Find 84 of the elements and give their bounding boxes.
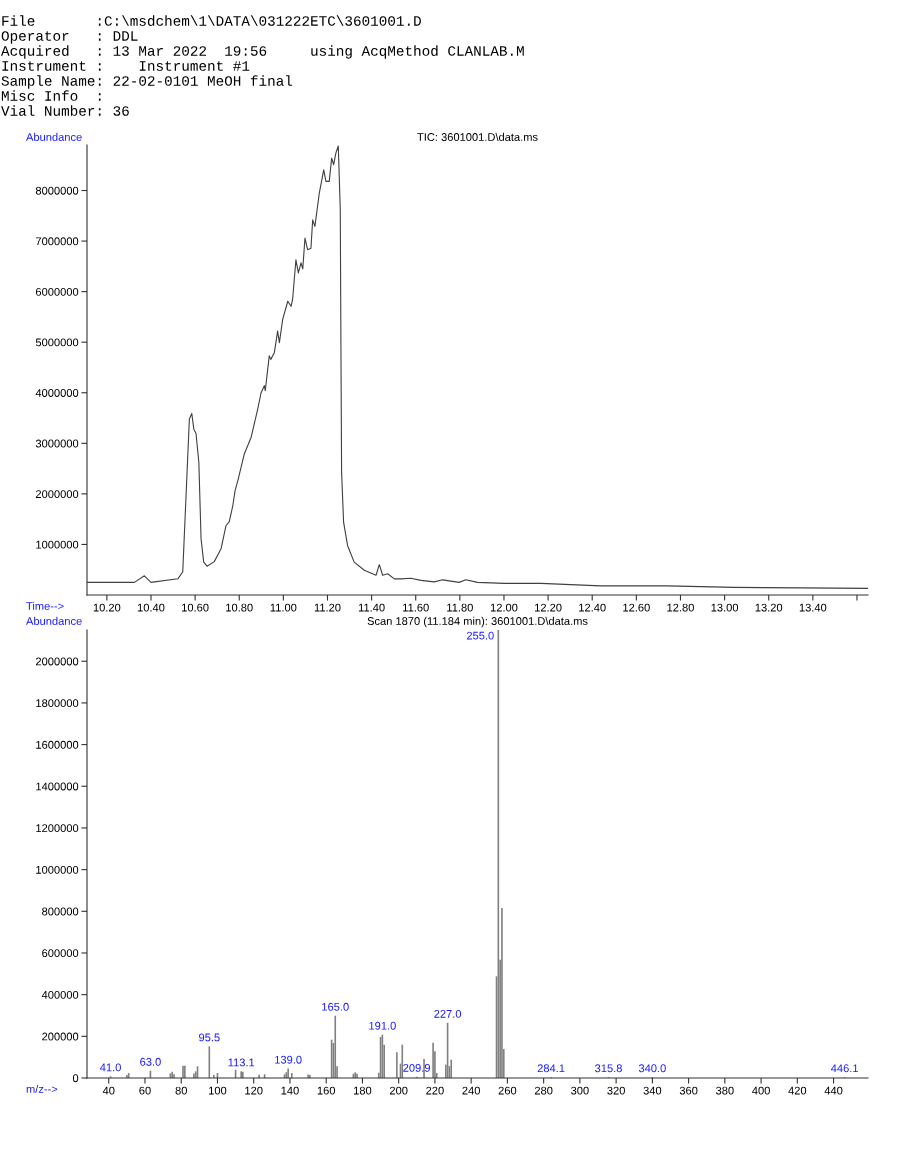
annotation: 165.0 [322,1002,349,1011]
x-tick-label: 320 [607,1086,625,1095]
annotation: 255.0 [466,631,494,640]
y-tick-label: 8000000 [35,186,79,195]
x-tick-label: 10.60 [182,603,209,612]
x-tick-label: 12.60 [623,603,650,612]
y-tick-label: 6000000 [35,287,79,296]
x-tick-label: 340 [643,1086,662,1095]
y-tick-label: 4000000 [35,389,79,397]
text: Acquired : 13 Mar 2022 19:56 using AcqMethod CLANLAB.M [1,45,524,59]
x-axis-title: Time--> [26,601,64,610]
y-tick-label: 1800000 [36,699,79,708]
x-tick-label: 400 [752,1086,770,1095]
annotation: 63.0 [140,1057,161,1066]
y-tick-label: 800000 [42,907,79,916]
text: Sample Name: 22-02-0101 MeOH final [1,75,293,89]
x-tick-label: 440 [824,1086,843,1095]
annotation: 191.0 [369,1021,396,1030]
x-axis-title: m/z--> [26,1084,58,1093]
y-tick-label: 0 [72,1074,79,1083]
y-tick-label: 7000000 [35,237,79,246]
x-tick-label: 160 [317,1086,336,1095]
text: File :C:\msdchem\1\DATA\031222ETC\3601001.D [2,15,421,26]
annotation: 139.0 [275,1055,302,1064]
x-tick-label: 12.20 [535,603,562,612]
annotation: 95.5 [199,1033,220,1042]
x-tick-label: 260 [498,1086,517,1095]
x-tick-label: 380 [716,1086,734,1095]
x-tick-label: 11.60 [403,603,429,612]
text: Misc Info : [1,90,101,101]
y-tick-label: 3000000 [35,439,79,448]
annotation: 315.8 [595,1064,622,1073]
x-tick-label: 240 [462,1086,480,1095]
x-tick-label: 420 [788,1086,807,1095]
x-tick-label: 200 [389,1086,408,1095]
chart-title: TIC: 3601001.D\data.ms [417,132,538,141]
x-tick-label: 13.00 [711,603,739,612]
y-tick-label: 5000000 [35,338,79,347]
x-tick-label: 12.00 [490,603,518,612]
x-tick-label: 100 [209,1086,227,1095]
chart-title: Scan 1870 (11.184 min): 3601001.D\data.ms [367,616,588,628]
text: Operator : DDL [1,31,138,44]
annotation: 284.1 [537,1064,565,1073]
x-tick-label: 10.40 [137,603,165,612]
y-tick-label: 200000 [42,1032,79,1041]
x-tick-label: 13.20 [755,603,783,612]
x-tick-label: 11.20 [314,603,341,612]
x-tick-label: 11.00 [270,603,297,612]
annotation: 340.0 [638,1064,666,1073]
y-axis-title: Abundance [26,132,82,141]
x-tick-label: 13.40 [799,603,827,612]
x-tick-label: 40 [102,1086,115,1095]
y-tick-label: 1000000 [36,540,79,549]
y-tick-label: 1600000 [36,740,79,749]
annotation: 113.1 [228,1058,255,1067]
y-axis-title: Abundance [26,616,82,625]
x-tick-label: 11.80 [447,603,473,612]
x-tick-label: 80 [175,1086,187,1095]
x-tick-label: 60 [139,1086,151,1095]
x-tick-label: 10.20 [93,603,121,612]
x-tick-label: 220 [426,1086,444,1095]
x-tick-label: 120 [245,1086,263,1095]
x-tick-label: 280 [534,1086,553,1095]
text: Instrument : Instrument #1 [2,61,250,71]
annotation: 209.9 [403,1063,430,1072]
x-tick-label: 10.80 [226,603,253,612]
y-tick-label: 2000000 [35,657,79,666]
x-tick-label: 12.40 [579,603,606,612]
x-tick-label: 11.40 [358,603,385,612]
annotation: 41.0 [100,1063,121,1072]
annotation: 227.0 [434,1009,462,1018]
annotation: 446.1 [830,1064,858,1073]
x-tick-label: 180 [354,1086,372,1095]
y-tick-label: 1200000 [36,824,79,833]
y-tick-label: 1000000 [36,865,79,874]
y-tick-label: 600000 [42,949,79,958]
y-tick-label: 1400000 [36,782,79,791]
x-tick-label: 140 [281,1086,299,1095]
x-tick-label: 300 [571,1086,589,1095]
text: Vial Number: 36 [1,105,129,116]
y-tick-label: 400000 [41,990,79,999]
x-tick-label: 12.80 [667,603,694,612]
y-tick-label: 2000000 [35,490,79,499]
x-tick-label: 360 [679,1086,698,1095]
